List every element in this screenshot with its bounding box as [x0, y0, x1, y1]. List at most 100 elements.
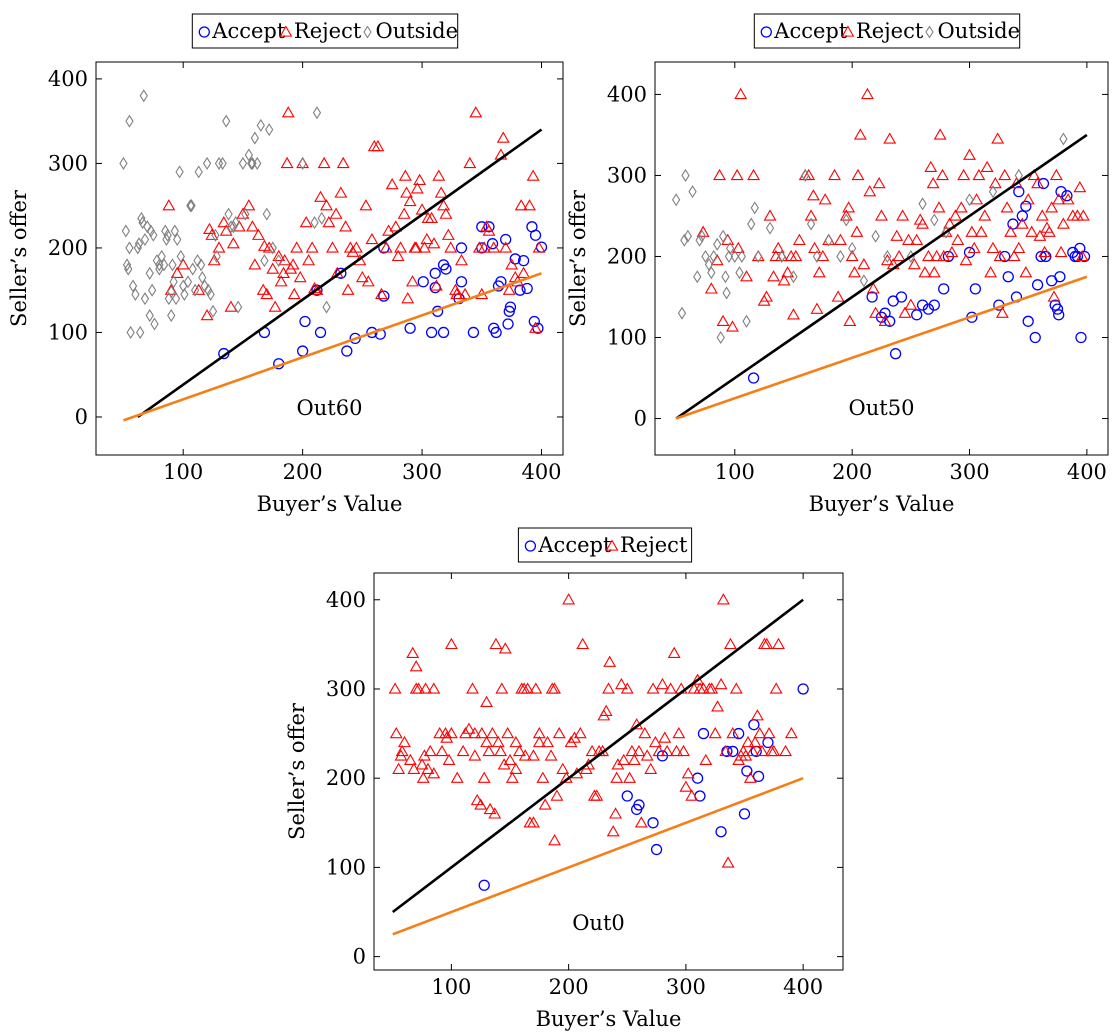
point-reject	[711, 700, 724, 712]
x-tick-label: 300	[666, 975, 706, 999]
point-outside	[150, 317, 159, 331]
point-reject	[848, 266, 861, 278]
point-outside	[241, 207, 250, 221]
point-outside	[716, 330, 725, 345]
point-outside	[322, 300, 331, 314]
legend-marker-outside	[925, 25, 934, 39]
point-reject	[466, 682, 479, 694]
point-reject	[930, 249, 944, 262]
point-reject	[429, 279, 443, 291]
point-reject	[290, 241, 304, 253]
point-reject	[403, 194, 417, 207]
point-outside	[173, 232, 182, 247]
point-reject	[713, 168, 726, 181]
point-reject	[207, 254, 221, 266]
point-reject	[1056, 217, 1070, 229]
point-outside	[836, 249, 845, 263]
plot-frame	[654, 61, 1109, 456]
point-reject	[375, 287, 388, 300]
point-reject	[299, 215, 313, 228]
point-outside	[842, 213, 851, 227]
point-accept	[437, 326, 450, 339]
point-outside	[187, 199, 196, 213]
point-reject	[474, 798, 488, 810]
point-accept	[738, 808, 751, 820]
point-reject	[1004, 225, 1018, 237]
point-reject	[505, 771, 519, 783]
x-tick-label: 200	[832, 460, 872, 484]
point-reject	[434, 186, 448, 198]
point-outside	[310, 216, 319, 230]
point-reject	[660, 744, 674, 757]
point-outside	[136, 325, 145, 339]
point-reject	[365, 232, 379, 245]
point-accept	[455, 242, 468, 254]
point-outside	[312, 106, 322, 120]
point-reject	[679, 780, 693, 792]
y-tick-label: 300	[326, 677, 366, 701]
x-tick-label: 100	[715, 460, 755, 484]
point-outside	[683, 229, 693, 243]
point-accept	[911, 309, 923, 321]
point-reject	[501, 726, 515, 739]
point-reject	[866, 282, 880, 294]
point-reject	[192, 283, 206, 295]
point-reject	[646, 682, 660, 694]
point-accept	[478, 879, 490, 891]
point-reject	[349, 241, 363, 253]
point-outside	[196, 258, 206, 272]
point-reject	[831, 290, 845, 302]
point-reject	[456, 744, 470, 757]
point-reject	[526, 169, 540, 181]
point-outside	[268, 241, 277, 255]
point-outside	[231, 216, 240, 230]
point-outside	[742, 314, 751, 328]
point-accept	[500, 233, 512, 246]
point-reject	[779, 744, 792, 757]
point-reject	[355, 270, 369, 283]
point-reject	[839, 209, 853, 221]
point-reject	[648, 735, 662, 748]
point-reject	[769, 682, 783, 694]
point-reject	[750, 709, 764, 721]
point-reject	[606, 825, 620, 837]
point-reject	[389, 220, 403, 232]
y-axis-label: Seller’s offer	[285, 702, 309, 840]
point-reject	[1045, 201, 1059, 213]
point-reject	[162, 199, 176, 211]
point-reject	[708, 726, 722, 739]
point-outside	[725, 241, 735, 255]
point-accept	[521, 282, 533, 295]
point-reject	[439, 207, 453, 219]
point-outside	[139, 89, 148, 103]
point-accept	[517, 254, 530, 267]
point-reject	[599, 704, 613, 716]
point-reject	[875, 209, 888, 221]
point-reject	[391, 249, 405, 262]
point-reject	[305, 241, 319, 253]
point-reject	[462, 722, 476, 734]
x-axis-label: Buyer’s Value	[809, 492, 955, 516]
point-reject	[948, 209, 962, 221]
point-reject	[421, 762, 435, 774]
panel-label: Out0	[572, 911, 625, 935]
x-tick-label: 400	[521, 460, 561, 484]
point-reject	[625, 744, 639, 757]
point-reject	[573, 726, 587, 739]
point-reject	[1025, 225, 1039, 237]
point-outside	[229, 220, 238, 234]
point-reject	[482, 224, 496, 236]
point-reject	[995, 306, 1009, 318]
point-outside	[211, 228, 220, 242]
point-reject	[433, 726, 447, 739]
point-reject	[802, 168, 816, 181]
point-reject	[818, 193, 832, 205]
point-reject	[670, 744, 683, 757]
point-reject	[514, 199, 528, 211]
point-reject	[260, 287, 274, 300]
point-accept	[748, 719, 760, 731]
point-accept	[647, 817, 659, 829]
point-outside	[883, 249, 892, 263]
point-reject	[302, 254, 316, 266]
y-tick-label: 100	[607, 326, 647, 350]
